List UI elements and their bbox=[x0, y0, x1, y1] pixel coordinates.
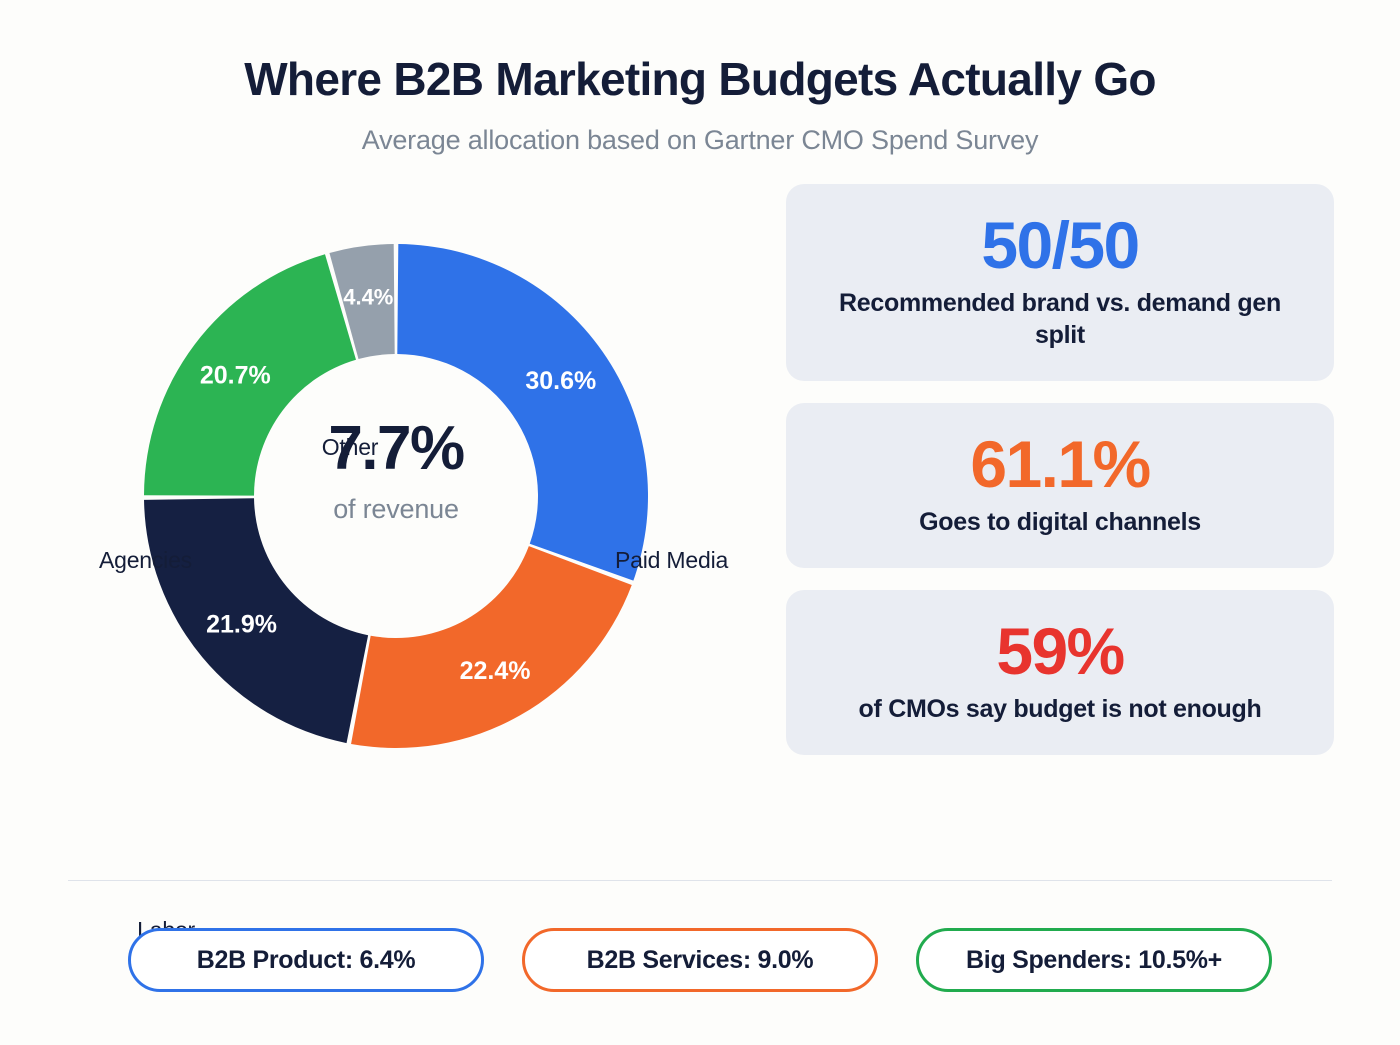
donut-category-label: Other bbox=[321, 433, 379, 460]
stat-card-digital-channels: 61.1% Goes to digital channels bbox=[786, 402, 1334, 569]
section-divider bbox=[68, 880, 1332, 881]
donut-category-label: Paid Media bbox=[615, 546, 729, 573]
stat-value: 61.1% bbox=[970, 426, 1151, 501]
stat-value: 59% bbox=[996, 614, 1125, 689]
footer-pill-label: B2B Product: 6.4% bbox=[196, 945, 416, 974]
donut-center-value: 7.7% bbox=[328, 413, 465, 483]
donut-slice[interactable] bbox=[351, 545, 632, 748]
footer-pills: B2B Product: 6.4% B2B Services: 9.0% Big S… bbox=[0, 928, 1400, 992]
stat-label: Recommended brand vs. demand gen split bbox=[839, 288, 1281, 349]
donut-slice-value: 30.6% bbox=[525, 367, 596, 395]
donut-slice[interactable] bbox=[144, 497, 369, 743]
donut-slice[interactable] bbox=[397, 243, 648, 581]
footer-pill[interactable]: B2B Services: 9.0% bbox=[522, 928, 878, 992]
donut-slice-value: 4.4% bbox=[343, 284, 393, 309]
stat-cards: 50/50 Recommended brand vs. demand gen s… bbox=[786, 183, 1400, 756]
header: Where B2B Marketing Budgets Actually Go … bbox=[0, 0, 1400, 156]
donut-category-label: Agencies bbox=[98, 546, 192, 573]
stat-label: Goes to digital channels bbox=[919, 508, 1201, 537]
donut-center-label: of revenue bbox=[333, 493, 459, 524]
donut-slice-value: 22.4% bbox=[460, 657, 531, 685]
donut-chart: 30.6% 22.4% 21.9% 20.7% 4.4% 7.7% of revenue bbox=[106, 206, 686, 786]
donut-slice[interactable] bbox=[329, 243, 395, 359]
donut-slice-value: 21.9% bbox=[206, 610, 277, 638]
stat-value: 50/50 bbox=[981, 207, 1140, 282]
stat-label: of CMOs say budget is not enough bbox=[858, 695, 1262, 724]
stat-card-brand-split: 50/50 Recommended brand vs. demand gen s… bbox=[786, 183, 1334, 381]
page-subtitle: Average allocation based on Gartner CMO … bbox=[361, 124, 1039, 155]
donut-slice-value: 20.7% bbox=[200, 361, 271, 389]
page-title: Where B2B Marketing Budgets Actually Go bbox=[244, 53, 1156, 105]
donut-svg: 30.6% 22.4% 21.9% 20.7% 4.4% bbox=[144, 243, 648, 748]
stat-card-budget-not-enough: 59% of CMOs say budget is not enough bbox=[786, 590, 1334, 756]
donut-slice[interactable] bbox=[144, 253, 356, 496]
footer-pill[interactable]: B2B Product: 6.4% bbox=[128, 928, 484, 992]
footer-pill-label: Big Spenders: 10.5%+ bbox=[966, 945, 1222, 974]
footer-pill-label: B2B Services: 9.0% bbox=[586, 945, 814, 974]
footer-pill[interactable]: Big Spenders: 10.5%+ bbox=[916, 928, 1272, 992]
donut-chart-section: 30.6% 22.4% 21.9% 20.7% 4.4% 7.7% of revenue… bbox=[0, 184, 786, 980]
main-content: 30.6% 22.4% 21.9% 20.7% 4.4% 7.7% of revenue… bbox=[0, 156, 1400, 980]
